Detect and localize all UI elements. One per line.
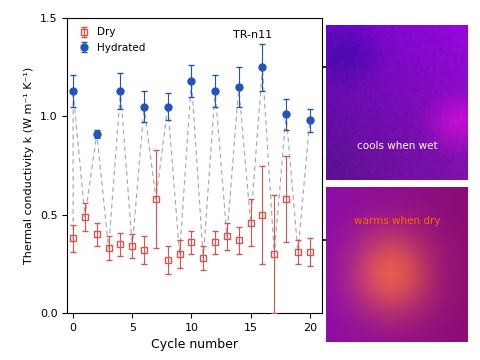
Text: warms when dry: warms when dry [354, 216, 441, 226]
Y-axis label: Thermal conductivity k (W m⁻¹ K⁻¹): Thermal conductivity k (W m⁻¹ K⁻¹) [24, 67, 34, 264]
Text: TR-n11: TR-n11 [233, 30, 272, 40]
Legend: Dry, Hydrated: Dry, Hydrated [72, 23, 150, 57]
X-axis label: Cycle number: Cycle number [151, 338, 238, 351]
Text: cools when wet: cools when wet [357, 141, 437, 151]
